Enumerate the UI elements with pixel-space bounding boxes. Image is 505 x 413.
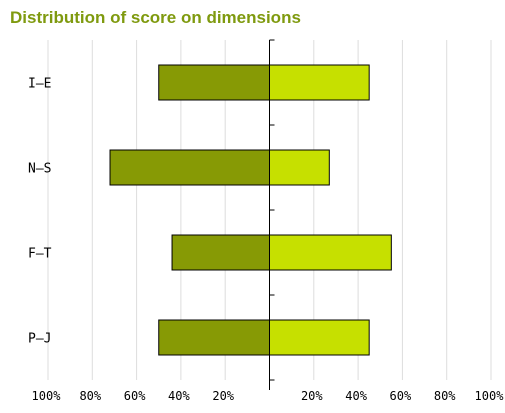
- x-tick-label-2: 60%: [124, 389, 146, 403]
- x-tick-label-6: 20%: [301, 389, 323, 403]
- bar-series1-0: [269, 64, 370, 101]
- x-tick-label-9: 80%: [434, 389, 456, 403]
- bar-series1-1: [269, 149, 330, 186]
- category-label-2: F–T: [28, 247, 52, 262]
- x-tick-label-3: 40%: [168, 389, 190, 403]
- category-label-3: P–J: [28, 332, 51, 347]
- bar-series0-2: [171, 234, 270, 271]
- x-tick-label-0: 100%: [32, 389, 62, 403]
- bar-series1-3: [269, 319, 370, 356]
- bar-series0-0: [158, 64, 270, 101]
- x-tick-label-7: 40%: [345, 389, 367, 403]
- bar-series0-3: [158, 319, 270, 356]
- category-label-1: N–S: [28, 162, 51, 177]
- bar-series1-2: [269, 234, 392, 271]
- x-tick-label-10: 100%: [475, 389, 505, 403]
- x-tick-label-8: 60%: [390, 389, 412, 403]
- bar-series0-1: [109, 149, 270, 186]
- category-label-0: I–E: [28, 77, 51, 92]
- x-tick-label-1: 80%: [79, 389, 101, 403]
- x-tick-label-4: 20%: [212, 389, 234, 403]
- chart-title: Distribution of score on dimensions: [10, 8, 301, 27]
